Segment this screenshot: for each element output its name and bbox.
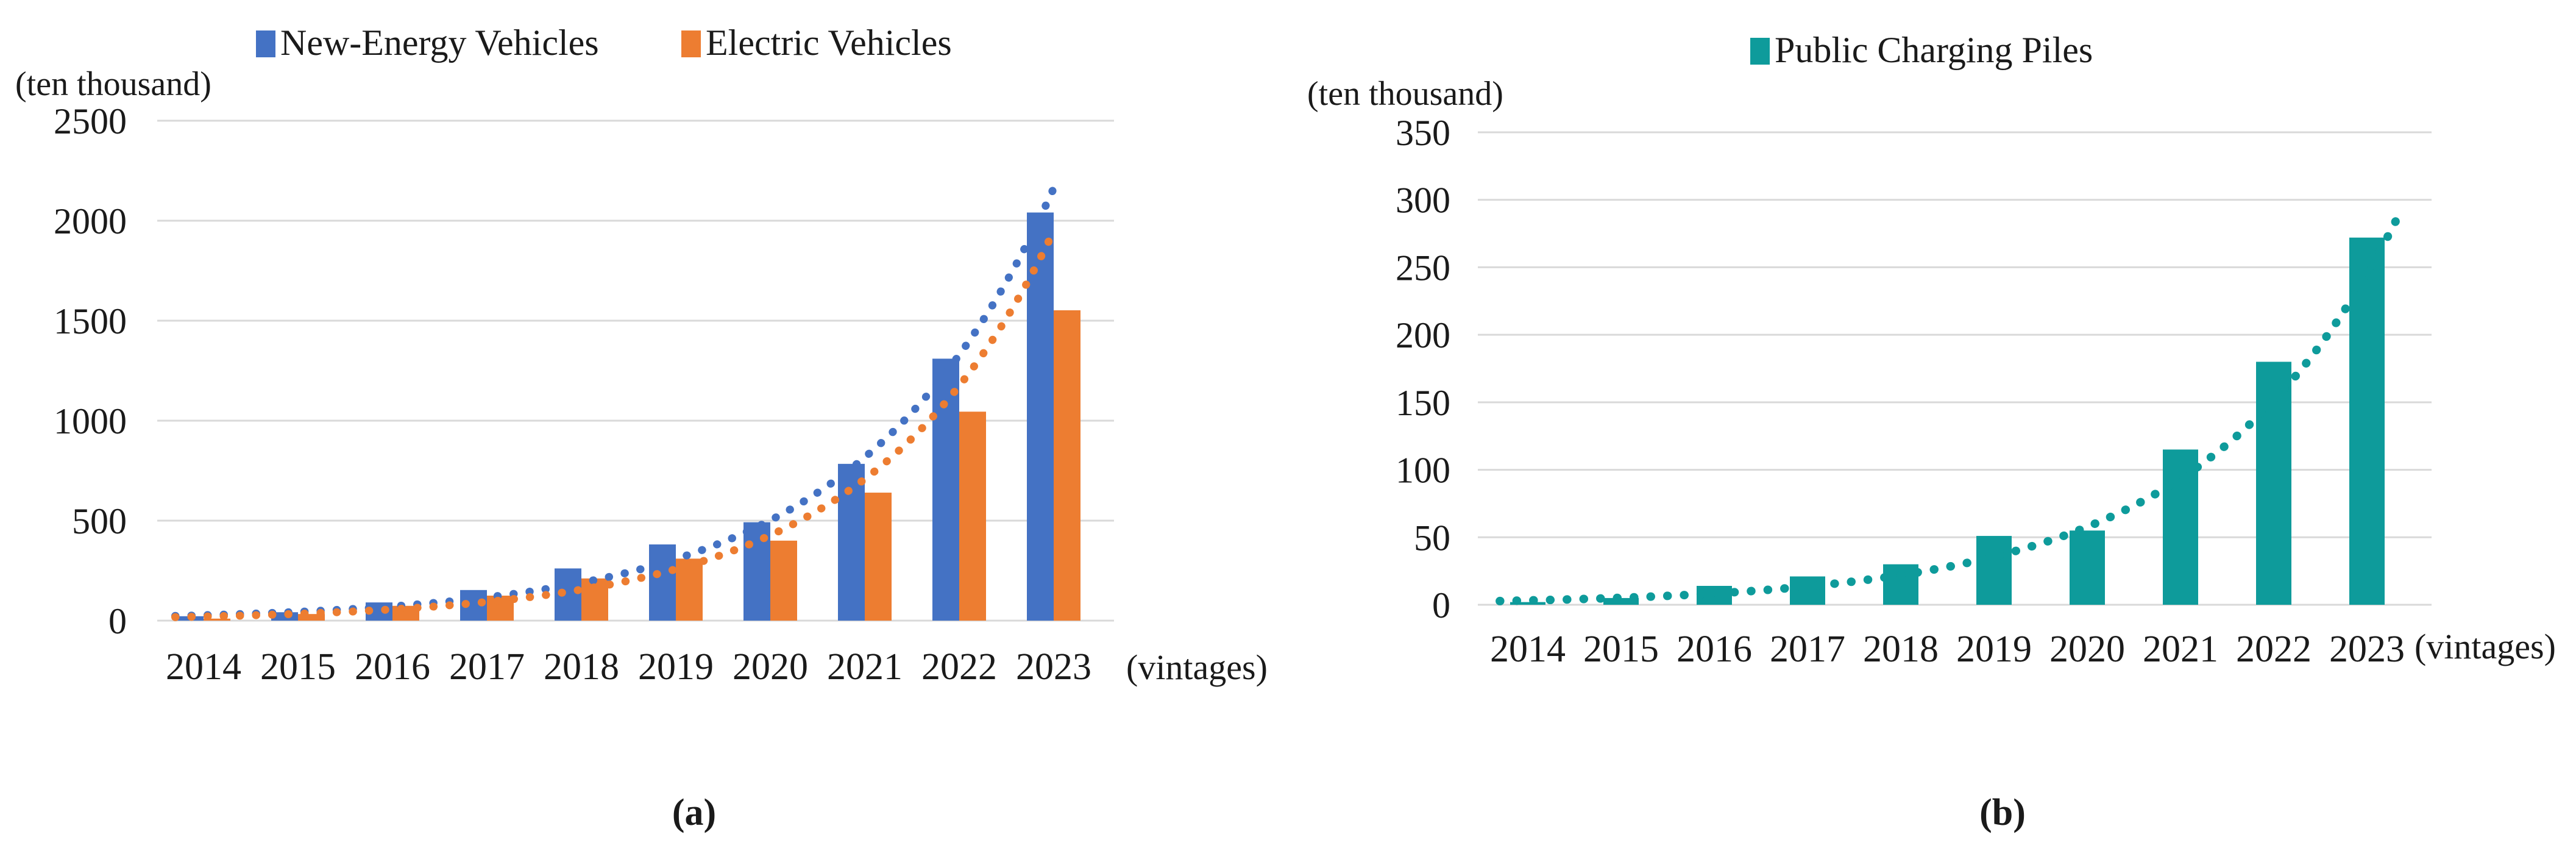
- x-tick-label: 2022: [2236, 629, 2312, 670]
- x-axis-unit-label-a: (vintages): [1126, 647, 1268, 687]
- chart-a-vehicles: 0 500 1000 1500 2000 2500 2014 2015 2016 2017 2018…: [54, 101, 1114, 688]
- x-tick-label: 2018: [1863, 629, 1939, 670]
- x-tick-label: 2022: [921, 646, 997, 688]
- y-tick-label: 350: [1396, 113, 1450, 153]
- legend-item-new-energy-vehicles: New-Energy Vehicles: [256, 24, 599, 61]
- y-tick-label: 50: [1414, 518, 1450, 558]
- bar-public-charging-piles-2018: [1883, 564, 1918, 605]
- x-tick-label: 2014: [1490, 629, 1566, 670]
- x-tick-label: 2020: [733, 646, 808, 688]
- trendline-new-energy-vehicles: [171, 184, 1058, 620]
- bar-public-charging-piles-2021: [2163, 449, 2198, 605]
- bar-new-energy-vehicles-2022: [932, 358, 959, 621]
- y-tick-label: 0: [1432, 585, 1450, 626]
- y-tick-label: 500: [72, 501, 127, 541]
- x-tick-label: 2020: [2049, 629, 2125, 670]
- x-tick-label: 2015: [260, 646, 336, 688]
- legend-label-public-charging-piles: Public Charging Piles: [1775, 30, 2093, 70]
- y-tick-label: 200: [1396, 315, 1450, 355]
- legend-swatch-electric-vehicles-icon: [681, 30, 701, 57]
- y-tick-label: 2500: [54, 101, 127, 141]
- bar-electric-vehicles-2015: [298, 614, 325, 621]
- y-axis-unit-label-a: (ten thousand): [15, 65, 211, 103]
- bar-electric-vehicles-2023: [1054, 310, 1080, 621]
- panel-caption-b: (b): [1979, 792, 2026, 833]
- bar-electric-vehicles-2021: [865, 493, 892, 621]
- x-tick-label: 2019: [638, 646, 714, 688]
- x-tick-label: 2018: [544, 646, 619, 688]
- x-tick-label: 2017: [1770, 629, 1845, 670]
- trendline-public-charging-piles: [1496, 209, 2404, 605]
- x-tick-label: 2017: [449, 646, 525, 688]
- legend-swatch-new-energy-vehicles-icon: [256, 30, 275, 57]
- bar-electric-vehicles-2022: [959, 412, 986, 621]
- x-tick-label: 2014: [166, 646, 241, 688]
- bar-public-charging-piles-2015: [1603, 597, 1639, 605]
- x-tick-label: 2021: [2143, 629, 2218, 670]
- chart-b-charging-piles: 0 50 100 150 200 250 300 350 2014 2015 2016 2017 201…: [1396, 113, 2432, 670]
- bar-public-charging-piles-2020: [2070, 530, 2105, 605]
- y-axis-unit-label-b: (ten thousand): [1307, 75, 1503, 113]
- bar-public-charging-piles-2017: [1790, 576, 1825, 605]
- x-tick-label: 2023: [2329, 629, 2405, 670]
- bar-new-energy-vehicles-2023: [1027, 212, 1054, 621]
- x-tick-label: 2019: [1956, 629, 2032, 670]
- x-tick-label: 2015: [1583, 629, 1659, 670]
- x-axis-unit-label-b: (vintages): [2415, 627, 2556, 666]
- y-tick-label: 250: [1396, 248, 1450, 288]
- trendline-electric-vehicles: [171, 227, 1058, 621]
- bar-new-energy-vehicles-2019: [649, 544, 676, 621]
- legend-label-new-energy-vehicles: New-Energy Vehicles: [280, 23, 599, 63]
- y-tick-label: 0: [108, 601, 127, 641]
- x-tick-label: 2016: [355, 646, 430, 688]
- bar-public-charging-piles-2019: [1976, 536, 2012, 605]
- y-tick-label: 1000: [54, 401, 127, 441]
- legend-item-public-charging-piles: Public Charging Piles: [1750, 32, 2093, 68]
- legend-item-electric-vehicles: Electric Vehicles: [681, 24, 952, 61]
- legend-label-electric-vehicles: Electric Vehicles: [706, 23, 952, 63]
- legend-swatch-public-charging-piles-icon: [1750, 38, 1770, 65]
- panel-caption-a: (a): [672, 792, 717, 833]
- y-tick-label: 150: [1396, 383, 1450, 423]
- y-tick-label: 300: [1396, 180, 1450, 221]
- bar-new-energy-vehicles-2021: [838, 463, 865, 621]
- x-tick-label: 2021: [827, 646, 903, 688]
- bar-electric-vehicles-2014: [204, 618, 230, 621]
- x-tick-label: 2023: [1016, 646, 1091, 688]
- bar-public-charging-piles-2014: [1510, 602, 1545, 605]
- y-tick-label: 100: [1396, 451, 1450, 491]
- y-tick-label: 2000: [54, 201, 127, 241]
- y-tick-label: 1500: [54, 301, 127, 341]
- bar-electric-vehicles-2020: [770, 540, 797, 621]
- x-tick-label: 2016: [1677, 629, 1752, 670]
